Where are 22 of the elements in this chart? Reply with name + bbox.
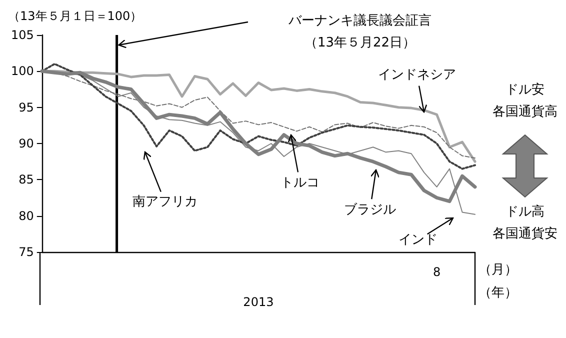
y-tick-label: 90 (18, 136, 34, 150)
y-tick-label: 80 (18, 208, 34, 223)
text: （月） (478, 262, 518, 278)
y-tick-label: 75 (18, 245, 34, 259)
annotation: トルコ (280, 176, 320, 190)
annotation: インドネシア (378, 68, 456, 82)
text: ドル高 (506, 204, 544, 220)
x-axis-title: 2013 (243, 295, 274, 309)
text: 各国通貨安 (492, 226, 558, 242)
y-tick-label: 100 (11, 64, 34, 78)
y-axis-title: （13年５月１日＝100） (8, 9, 142, 23)
annotation: インド (398, 232, 438, 248)
text: （年） (478, 286, 518, 300)
y-tick-label: 85 (18, 172, 34, 187)
x-tick-label: 8 (432, 265, 441, 279)
y-tick-label: 95 (18, 100, 34, 114)
annotation: バーナンキ議長議会証言（13年５月22日） (288, 12, 432, 50)
annotation: ブラジル (344, 202, 396, 218)
annotation: 南アフリカ (132, 194, 198, 210)
y-tick-label: 105 (11, 28, 34, 42)
text: 各国通貨高 (492, 104, 558, 120)
text: ドル安 (506, 82, 544, 98)
